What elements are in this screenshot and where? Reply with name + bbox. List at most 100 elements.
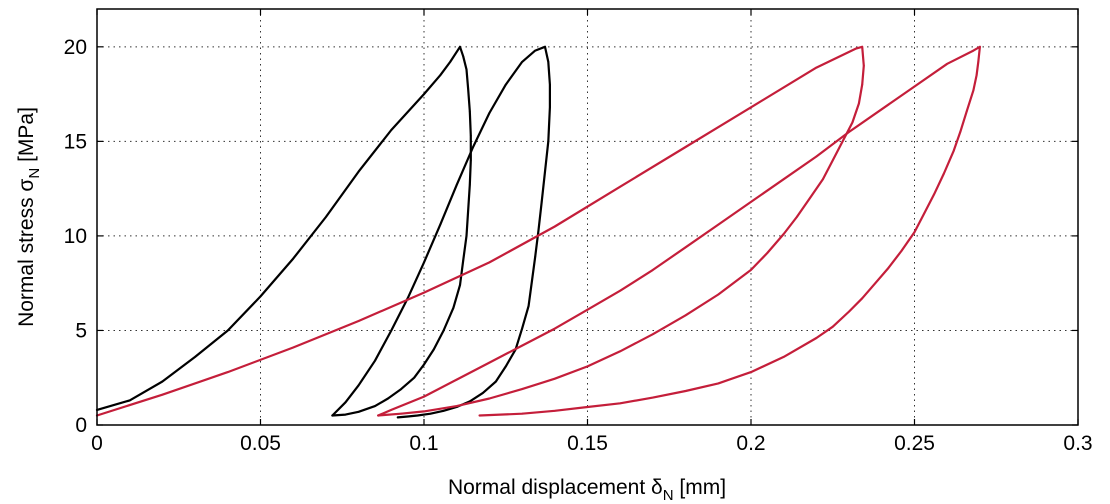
series-4-point <box>933 193 935 196</box>
series-3-point <box>553 377 556 380</box>
series-4-point <box>880 108 883 111</box>
series-3-point <box>357 320 360 322</box>
axis-ticks: 0 0.05 0.1 0.15 0.2 0.25 0.3 0 5 10 15 20 <box>64 9 1093 455</box>
series-4-point <box>952 149 955 152</box>
series-4-point <box>488 361 491 364</box>
series-4-point <box>652 269 654 271</box>
series-1-point <box>226 329 229 332</box>
series-4-point <box>553 409 556 412</box>
series-2-point <box>442 409 445 412</box>
x-tick-label: 0.1 <box>409 432 438 455</box>
series-1-point <box>469 134 472 137</box>
series-2-point <box>331 414 334 417</box>
series-3-point <box>455 405 458 407</box>
series-2-point <box>537 229 540 232</box>
series-3-point <box>684 146 687 148</box>
series-3-point <box>795 216 798 218</box>
x-axis-title-unit: [mm] <box>674 476 727 499</box>
series-4-point <box>782 356 785 358</box>
series-3-point <box>861 45 864 48</box>
series-3-point <box>841 140 844 143</box>
series-2-point <box>439 223 442 226</box>
series-3-point <box>766 252 769 254</box>
series-4-point <box>887 267 890 269</box>
series-1-point <box>423 363 425 366</box>
series-2-point <box>534 255 537 258</box>
series-line-1 <box>95 45 472 417</box>
series-2-point <box>521 61 523 63</box>
series-1-point <box>439 74 442 77</box>
series-3-point <box>226 371 229 373</box>
x-tick-label: 0 <box>91 432 103 455</box>
series-2-point <box>495 380 497 383</box>
series-2-point <box>390 329 393 332</box>
series-1-point <box>259 295 262 298</box>
x-tick-label: 0.05 <box>240 432 281 455</box>
series-3-point <box>809 197 811 200</box>
series-3-point <box>750 106 752 109</box>
series-4-point <box>913 85 916 88</box>
series-3-point <box>488 397 491 400</box>
x-axis-title-subscript: N <box>663 487 674 504</box>
series-2-point <box>504 365 507 368</box>
series-4-point <box>619 402 622 405</box>
series-4-point <box>943 172 945 175</box>
series-4-point <box>979 45 981 48</box>
series-2-point <box>423 261 425 264</box>
series-4-point <box>972 49 975 52</box>
y-axis-title: Normal stress σN [MPa] <box>15 107 43 327</box>
series-2-point <box>531 280 533 283</box>
series-2-point <box>521 327 523 330</box>
x-axis-title: Normal displacement δN [mm] <box>448 476 726 504</box>
series-2-point <box>406 415 409 418</box>
series-4-point <box>959 131 962 133</box>
series-4-point <box>377 414 380 417</box>
grid-lines <box>97 9 1078 425</box>
series-2-point <box>549 106 551 109</box>
y-axis-title-unit: [MPa] <box>15 107 38 168</box>
series-1-point <box>400 388 402 390</box>
series-2-point <box>482 392 484 394</box>
series-4-point <box>684 246 687 249</box>
series-1-point <box>357 410 360 413</box>
series-2-point <box>344 401 347 404</box>
series-4-point <box>750 371 752 373</box>
y-tick-label: 5 <box>75 319 87 342</box>
x-tick-label: 0.2 <box>736 432 765 455</box>
series-4-point <box>861 297 864 300</box>
series-1-point <box>390 129 393 131</box>
series-line-4 <box>377 45 981 417</box>
data-series <box>95 45 981 419</box>
series-3-point <box>717 293 720 296</box>
series-3-point <box>619 185 622 188</box>
series-2-point <box>547 61 550 63</box>
series-2-point <box>544 170 546 173</box>
series-2-point <box>455 184 458 186</box>
series-1-point <box>128 399 131 402</box>
series-3-point <box>858 102 860 105</box>
series-1-point <box>357 170 360 173</box>
series-1-point <box>442 329 445 332</box>
series-4-point <box>848 131 850 133</box>
series-2-point <box>547 140 550 143</box>
series-1-point <box>344 413 347 416</box>
series-4-point <box>815 155 818 158</box>
series-4-point <box>586 406 589 408</box>
series-1-point <box>465 68 468 71</box>
series-3-point <box>822 178 824 181</box>
series-3-point <box>488 261 491 264</box>
series-3-point <box>423 410 425 413</box>
series-3-point <box>782 233 785 235</box>
series-1-point <box>194 356 197 358</box>
series-3-point <box>831 159 834 162</box>
series-2-point <box>396 416 399 419</box>
series-1-point <box>449 61 452 63</box>
series-line-3 <box>95 45 865 417</box>
series-2-point <box>540 201 543 203</box>
series-3-point <box>619 350 622 353</box>
y-tick-label: 15 <box>64 130 87 153</box>
x-tick-label: 0.25 <box>894 432 935 455</box>
x-tick-label: 0.15 <box>567 432 608 455</box>
series-3-point <box>851 121 854 124</box>
series-1-point <box>452 306 455 309</box>
